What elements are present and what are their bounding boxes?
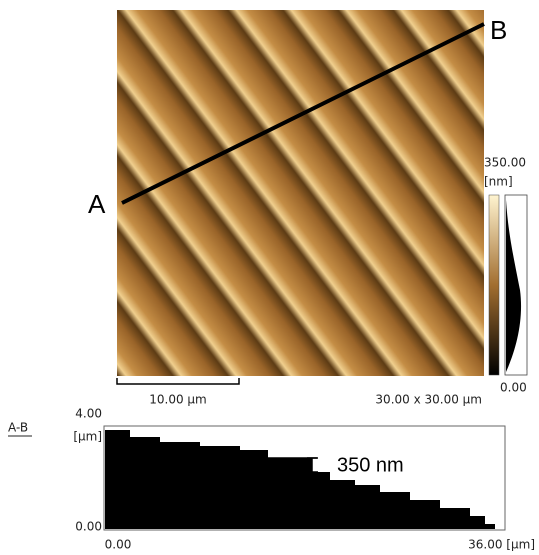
colorbar-unit: [nm] bbox=[484, 175, 513, 189]
x-max: 36.00 [µm] bbox=[468, 538, 535, 552]
step-annotation: 350 nm bbox=[337, 454, 404, 476]
step-marker bbox=[268, 457, 318, 473]
profile bbox=[105, 430, 495, 529]
y-max: 4.00 bbox=[75, 407, 102, 421]
x-min: 0.00 bbox=[105, 538, 132, 552]
label-a: A bbox=[88, 189, 106, 219]
y-unit: [µm] bbox=[73, 430, 102, 444]
profile-title: A-B bbox=[8, 421, 28, 435]
profile-line bbox=[121, 22, 485, 205]
y-min: 0.00 bbox=[75, 520, 102, 534]
histogram bbox=[506, 200, 522, 372]
image-size: 30.00 x 30.00 µm bbox=[375, 393, 482, 407]
colorbar bbox=[488, 194, 500, 376]
afm-image bbox=[117, 10, 484, 376]
scale-bar-label: 10.00 µm bbox=[149, 393, 207, 407]
colorbar-min: 0.00 bbox=[500, 381, 527, 395]
colorbar-max: 350.00 bbox=[484, 156, 526, 170]
label-b: B bbox=[490, 15, 507, 45]
scale-bar bbox=[116, 378, 240, 385]
